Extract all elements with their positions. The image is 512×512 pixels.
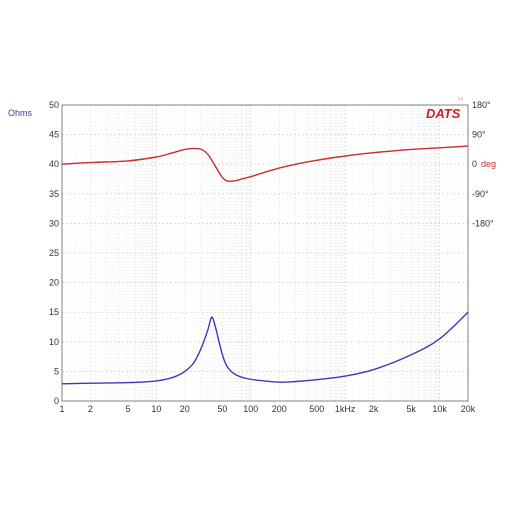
- bottom-tick-label: 5k: [406, 404, 416, 414]
- left-tick-label: 45: [49, 130, 59, 140]
- dats-logo-version: V3: [458, 96, 464, 101]
- left-tick-label: 50: [49, 100, 59, 110]
- left-tick-label: 25: [49, 248, 59, 258]
- bottom-tick-label: 1: [59, 404, 64, 414]
- left-tick-label: 5: [54, 366, 59, 376]
- bottom-axis: 1 2 5 10 20 50 100 200 500 1kHz 2k 5k 10k 20k: [59, 404, 475, 414]
- left-tick-label: 10: [49, 337, 59, 347]
- bottom-tick-label: 1kHz: [335, 404, 356, 414]
- left-tick-label: 40: [49, 159, 59, 169]
- right-tick-label: 0: [472, 159, 477, 169]
- dats-logo: DATS: [426, 106, 461, 121]
- left-tick-label: 15: [49, 307, 59, 317]
- bottom-tick-label: 50: [217, 404, 227, 414]
- bottom-tick-label: 100: [243, 404, 258, 414]
- left-tick-label: 0: [54, 396, 59, 406]
- grid: [61, 104, 469, 402]
- right-tick-label: -90°: [472, 189, 489, 199]
- left-axis-label: Ohms: [8, 108, 33, 118]
- bottom-tick-label: 2k: [369, 404, 379, 414]
- phase-curve: [61, 145, 469, 182]
- right-tick-label: 180°: [472, 100, 491, 110]
- right-tick-label: 90°: [472, 130, 486, 140]
- bottom-tick-label: 200: [272, 404, 287, 414]
- left-axis: 0 5 10 15 20 25 30 35 40 45 50: [49, 100, 59, 406]
- bottom-tick-label: 10k: [432, 404, 447, 414]
- left-tick-label: 35: [49, 189, 59, 199]
- impedance-curve: [61, 311, 469, 385]
- right-tick-label: -180°: [472, 218, 494, 228]
- bottom-tick-label: 20: [180, 404, 190, 414]
- bottom-tick-label: 5: [125, 404, 130, 414]
- left-tick-label: 30: [49, 218, 59, 228]
- right-axis: 180° 90° 0 -90° -180°: [472, 100, 494, 228]
- bottom-tick-label: 500: [309, 404, 324, 414]
- bottom-tick-label: 20k: [461, 404, 476, 414]
- left-tick-label: 20: [49, 278, 59, 288]
- plot-frame: [61, 104, 469, 402]
- bottom-tick-label: 10: [151, 404, 161, 414]
- bottom-tick-label: 2: [88, 404, 93, 414]
- series: [61, 145, 469, 385]
- right-axis-label: deg: [481, 159, 496, 169]
